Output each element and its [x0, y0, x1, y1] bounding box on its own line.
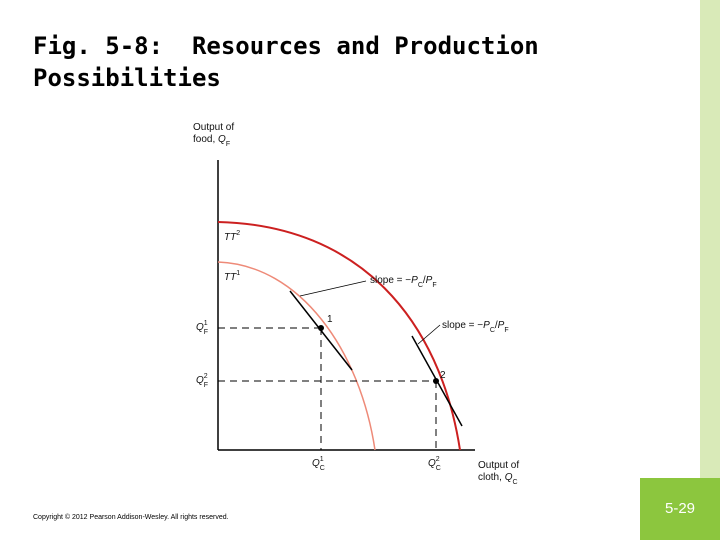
label-part: / — [423, 275, 426, 286]
label-part: C — [418, 282, 423, 289]
label-part: C — [436, 465, 441, 472]
label-part: F — [204, 329, 208, 336]
slide-number: 5-29 — [664, 500, 696, 517]
tt2-label: TT2 — [224, 230, 240, 243]
label-part: P — [411, 275, 418, 286]
slide-number-box — [640, 478, 720, 540]
label-part: P — [483, 320, 490, 331]
label-part: 1 — [236, 270, 240, 277]
point-1 — [318, 325, 324, 331]
label-part: F — [504, 327, 508, 334]
guides — [218, 327, 437, 450]
qc1-label: Q1 C — [312, 456, 325, 472]
label-part: C — [320, 465, 325, 472]
label-part: 1 — [204, 320, 208, 327]
label-part: 2 — [204, 373, 208, 380]
point-label: 1 — [327, 314, 333, 325]
label-part: slope = − — [442, 320, 483, 331]
label-part: F — [226, 141, 230, 148]
label-part: Q — [505, 472, 513, 483]
label-part: Q — [312, 458, 320, 469]
y-axis-label: food, QF — [193, 134, 230, 148]
label-part: C — [490, 327, 495, 334]
label-part: 1 — [327, 314, 333, 325]
label-part: / — [495, 320, 498, 331]
label-part: F — [204, 382, 208, 389]
x-axis-label: Output of — [478, 460, 519, 471]
label-part: Output of — [193, 122, 234, 133]
x-axis-label: cloth, QC — [478, 472, 518, 486]
label-part: Q — [218, 134, 226, 145]
label-part: Q — [196, 322, 204, 333]
point-label: 2 — [440, 370, 446, 381]
pointer — [417, 324, 441, 345]
side-strip — [700, 0, 720, 478]
label-part: cloth, — [478, 472, 505, 483]
slope-label: slope = −PC/PF — [442, 320, 509, 334]
label-part: 1 — [320, 456, 324, 463]
label-part: P — [498, 320, 505, 331]
qf2-label: Q2 F — [196, 373, 208, 389]
curve-tt1 — [217, 261, 376, 451]
slide-title: Fig. 5-8: Resources and Production Possi… — [33, 32, 554, 92]
label-part: Output of — [478, 460, 519, 471]
copyright: Copyright © 2012 Pearson Addison-Wesley.… — [33, 514, 229, 521]
label-part: TT — [224, 272, 237, 283]
label-part: 2 — [436, 456, 440, 463]
label-part: food, — [193, 134, 218, 145]
label-part: TT — [224, 232, 237, 243]
label-part: Q — [196, 375, 204, 386]
point-2 — [433, 378, 439, 384]
tt1-label: TT1 — [224, 270, 240, 283]
pointer — [299, 280, 367, 297]
slope-label: slope = −PC/PF — [370, 275, 437, 289]
label-part: 2 — [440, 370, 446, 381]
qf1-label: Q1 F — [196, 320, 208, 336]
y-axis-label: Output of — [193, 122, 234, 133]
curve-tt2 — [217, 221, 461, 451]
label-part: C — [512, 479, 517, 486]
label-part: P — [426, 275, 433, 286]
label-part: Q — [428, 458, 436, 469]
qc2-label: Q2 C — [428, 456, 441, 472]
label-part: F — [432, 282, 436, 289]
label-part: slope = − — [370, 275, 411, 286]
label-part: 2 — [236, 230, 240, 237]
